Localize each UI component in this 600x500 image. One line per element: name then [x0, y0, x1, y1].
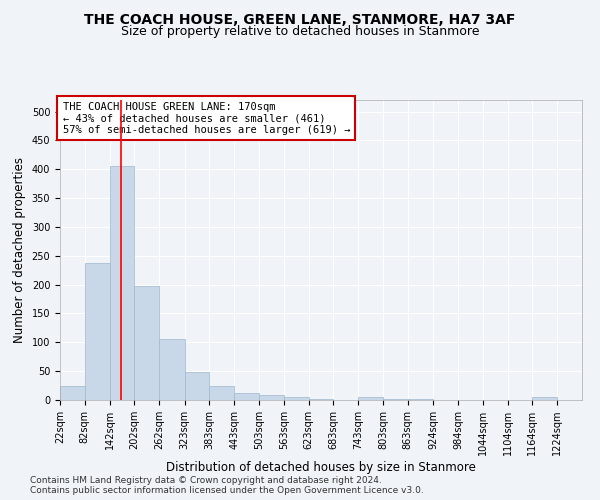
Bar	[284, 397, 308, 400]
Text: THE COACH HOUSE GREEN LANE: 170sqm
← 43% of detached houses are smaller (461)
57: THE COACH HOUSE GREEN LANE: 170sqm ← 43%…	[62, 102, 350, 134]
X-axis label: Distribution of detached houses by size in Stanmore: Distribution of detached houses by size …	[166, 461, 476, 474]
Y-axis label: Number of detached properties: Number of detached properties	[13, 157, 26, 343]
Text: Size of property relative to detached houses in Stanmore: Size of property relative to detached ho…	[121, 25, 479, 38]
Bar	[532, 397, 557, 400]
Bar	[60, 386, 85, 400]
Bar	[134, 286, 159, 400]
Bar	[209, 386, 234, 400]
Text: Contains public sector information licensed under the Open Government Licence v3: Contains public sector information licen…	[30, 486, 424, 495]
Text: THE COACH HOUSE, GREEN LANE, STANMORE, HA7 3AF: THE COACH HOUSE, GREEN LANE, STANMORE, H…	[85, 12, 515, 26]
Bar	[383, 399, 408, 400]
Bar	[85, 262, 110, 400]
Bar	[358, 396, 383, 400]
Bar	[185, 372, 209, 400]
Bar	[234, 392, 259, 400]
Text: Contains HM Land Registry data © Crown copyright and database right 2024.: Contains HM Land Registry data © Crown c…	[30, 476, 382, 485]
Bar	[259, 396, 284, 400]
Bar	[110, 166, 134, 400]
Bar	[159, 340, 185, 400]
